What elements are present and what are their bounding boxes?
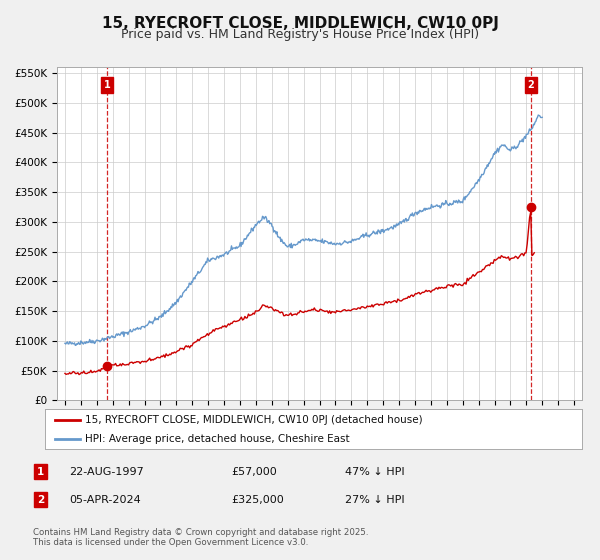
Text: 27% ↓ HPI: 27% ↓ HPI xyxy=(345,494,404,505)
Text: 1: 1 xyxy=(104,80,110,90)
Text: Contains HM Land Registry data © Crown copyright and database right 2025.
This d: Contains HM Land Registry data © Crown c… xyxy=(33,528,368,547)
Text: £325,000: £325,000 xyxy=(231,494,284,505)
Text: 15, RYECROFT CLOSE, MIDDLEWICH, CW10 0PJ (detached house): 15, RYECROFT CLOSE, MIDDLEWICH, CW10 0PJ… xyxy=(85,415,423,425)
Text: 22-AUG-1997: 22-AUG-1997 xyxy=(69,466,144,477)
Text: £57,000: £57,000 xyxy=(231,466,277,477)
Text: 1: 1 xyxy=(37,466,44,477)
Text: 05-APR-2024: 05-APR-2024 xyxy=(69,494,141,505)
Text: 15, RYECROFT CLOSE, MIDDLEWICH, CW10 0PJ: 15, RYECROFT CLOSE, MIDDLEWICH, CW10 0PJ xyxy=(101,16,499,31)
Text: 2: 2 xyxy=(37,494,44,505)
Text: Price paid vs. HM Land Registry's House Price Index (HPI): Price paid vs. HM Land Registry's House … xyxy=(121,28,479,41)
Text: 2: 2 xyxy=(527,80,534,90)
Text: 47% ↓ HPI: 47% ↓ HPI xyxy=(345,466,404,477)
Text: HPI: Average price, detached house, Cheshire East: HPI: Average price, detached house, Ches… xyxy=(85,434,350,444)
